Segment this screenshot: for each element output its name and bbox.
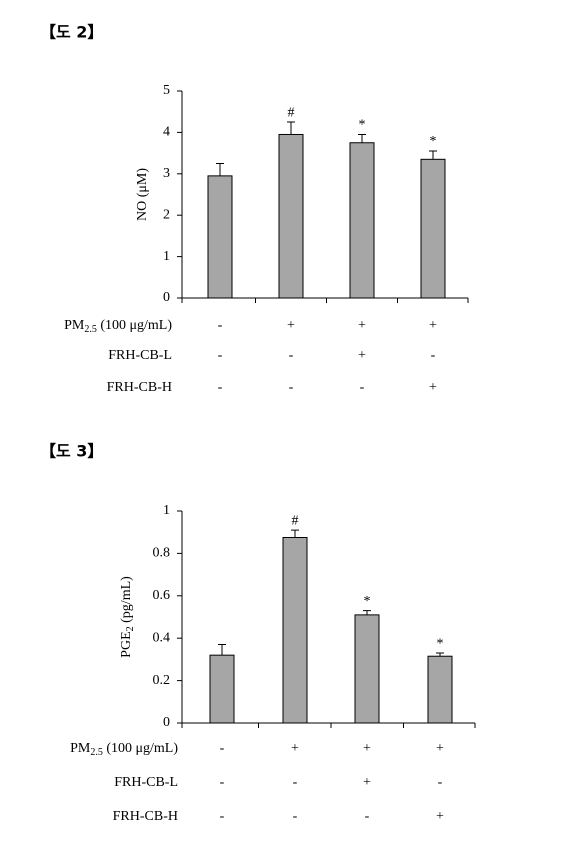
significance-mark: * xyxy=(430,134,437,149)
treatment-sign: + xyxy=(358,318,366,333)
significance-mark: * xyxy=(437,636,444,651)
y-axis-label-rest: (pg/mL) xyxy=(119,576,134,626)
error-bar xyxy=(363,610,371,615)
error-bar xyxy=(358,133,366,143)
treatment-sign: + xyxy=(429,380,437,395)
treatment-sign: - xyxy=(365,809,370,824)
bar xyxy=(354,614,380,724)
treatment-label-sub: 2.5 xyxy=(90,747,103,758)
error-bar xyxy=(429,150,437,160)
treatment-sign: - xyxy=(289,348,294,363)
y-axis-label-main: PGE xyxy=(119,631,134,657)
treatment-sign: - xyxy=(293,775,298,790)
y-tick-label: 3 xyxy=(163,166,170,181)
y-tick-label: 5 xyxy=(163,83,170,98)
significance-mark: # xyxy=(292,513,299,528)
error-bar xyxy=(216,162,224,176)
treatment-label: FRH-CB-H xyxy=(107,380,172,395)
treatment-sign: - xyxy=(360,380,365,395)
bar xyxy=(349,142,375,299)
treatment-sign: + xyxy=(363,741,371,756)
significance-mark: * xyxy=(364,594,371,609)
treatment-label-main: PM xyxy=(64,318,85,333)
treatment-sign: + xyxy=(436,809,444,824)
treatment-sign: + xyxy=(429,318,437,333)
error-bar xyxy=(287,121,295,135)
y-tick-label: 1 xyxy=(163,503,170,518)
treatment-sign: - xyxy=(438,775,443,790)
treatment-sign: - xyxy=(220,775,225,790)
treatment-label: PM2.5 (100 μg/mL) xyxy=(64,318,172,335)
treatment-sign: + xyxy=(358,348,366,363)
treatment-label-rest: (100 μg/mL) xyxy=(103,741,178,756)
significance-mark: # xyxy=(288,105,295,120)
treatment-sign: - xyxy=(218,348,223,363)
treatment-sign: + xyxy=(363,775,371,790)
error-bar xyxy=(291,529,299,538)
error-bar xyxy=(218,644,226,656)
y-tick-label: 0.6 xyxy=(153,588,171,603)
treatment-sign: - xyxy=(289,380,294,395)
y-tick-label: 0.2 xyxy=(153,673,171,688)
y-axis-label: NO (μM) xyxy=(135,168,150,221)
treatment-sign: + xyxy=(287,318,295,333)
treatment-label: PM2.5 (100 μg/mL) xyxy=(70,741,178,758)
y-axis-label: PGE2 (pg/mL) xyxy=(119,576,136,658)
y-tick-label: 2 xyxy=(163,207,170,222)
treatment-sign: - xyxy=(220,809,225,824)
bar xyxy=(278,133,304,299)
figure-label: 【도 2】 xyxy=(40,23,103,42)
y-tick-label: 4 xyxy=(163,125,170,140)
bar xyxy=(427,655,453,724)
bar xyxy=(420,158,446,299)
significance-mark: * xyxy=(359,118,366,133)
bar xyxy=(209,654,235,724)
treatment-label-rest: (100 μg/mL) xyxy=(97,318,172,333)
treatment-sign: + xyxy=(291,741,299,756)
bar xyxy=(282,537,308,724)
error-bar xyxy=(436,652,444,657)
treatment-sign: - xyxy=(218,380,223,395)
treatment-label-main: PM xyxy=(70,741,91,756)
treatment-label: FRH-CB-L xyxy=(114,775,178,790)
treatment-sign: - xyxy=(293,809,298,824)
bar xyxy=(207,175,233,299)
treatment-sign: - xyxy=(220,741,225,756)
treatment-label: FRH-CB-H xyxy=(113,809,178,824)
figure-label: 【도 3】 xyxy=(40,442,103,461)
treatment-sign: - xyxy=(431,348,436,363)
treatment-label-sub: 2.5 xyxy=(84,324,97,335)
y-tick-label: 0.4 xyxy=(153,630,171,645)
treatment-label: FRH-CB-L xyxy=(108,348,172,363)
y-tick-label: 0 xyxy=(163,715,170,730)
treatment-sign: + xyxy=(436,741,444,756)
y-tick-label: 0 xyxy=(163,290,170,305)
treatment-sign: - xyxy=(218,318,223,333)
y-tick-label: 0.8 xyxy=(153,546,171,561)
y-tick-label: 1 xyxy=(163,249,170,264)
y-axis-label-sub: 2 xyxy=(125,626,136,631)
